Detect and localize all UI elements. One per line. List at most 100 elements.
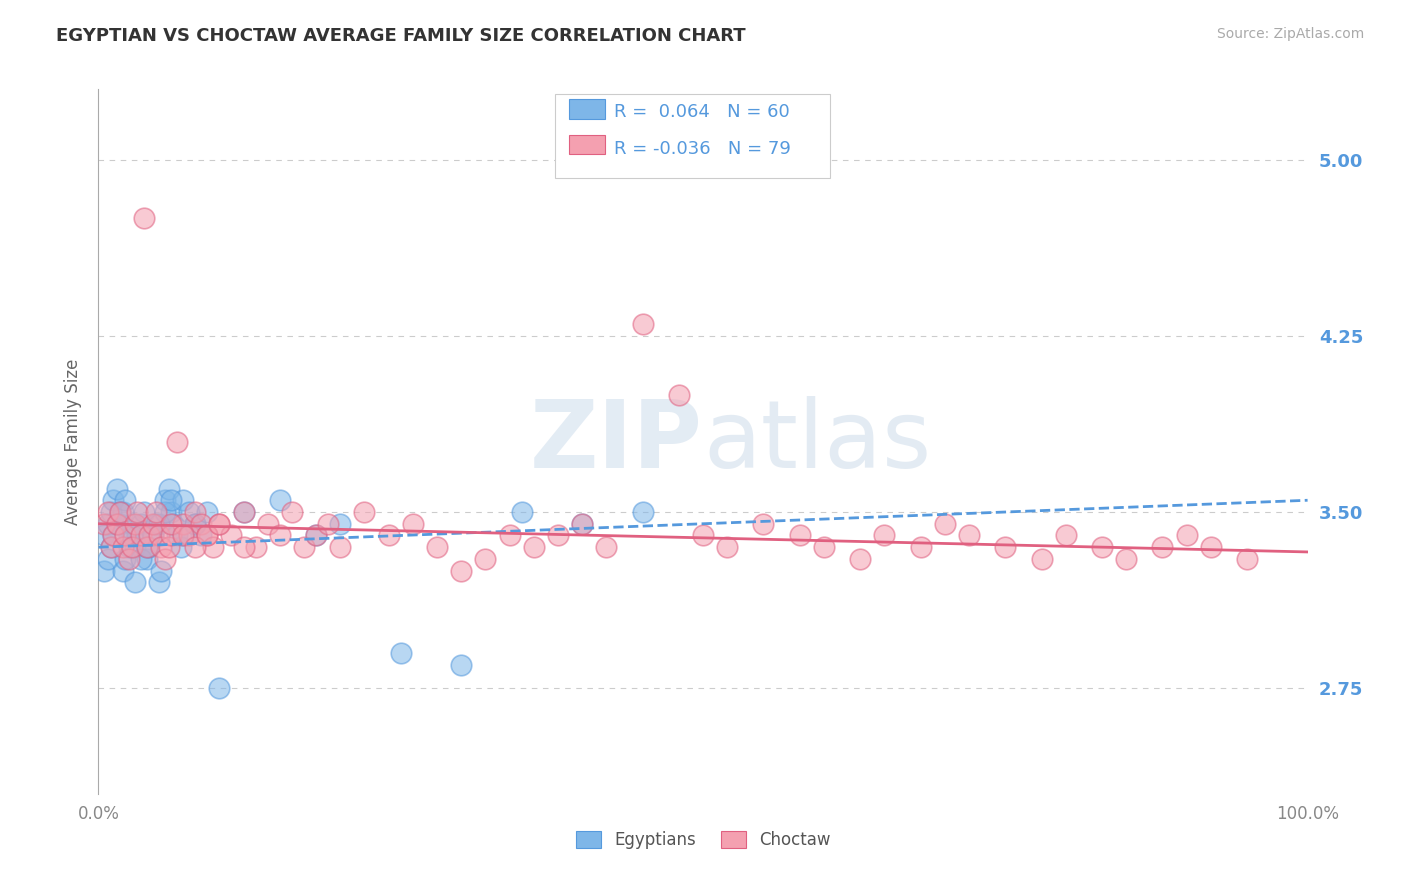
Point <box>157 482 180 496</box>
Point <box>135 540 157 554</box>
Point <box>153 505 176 519</box>
Point <box>571 516 593 531</box>
Point <box>142 528 165 542</box>
Point <box>402 516 425 531</box>
Point <box>150 564 173 578</box>
Point <box>148 575 170 590</box>
Point <box>129 516 152 531</box>
Point <box>269 493 291 508</box>
Point <box>121 540 143 554</box>
Point <box>232 505 254 519</box>
Point <box>934 516 956 531</box>
Point <box>245 540 267 554</box>
Point <box>571 516 593 531</box>
Point <box>184 505 207 519</box>
Point <box>142 516 165 531</box>
Point <box>329 516 352 531</box>
Point <box>873 528 896 542</box>
Point <box>389 646 412 660</box>
Point <box>93 528 115 542</box>
Point <box>97 505 120 519</box>
Point <box>100 540 122 554</box>
Point <box>184 540 207 554</box>
Point <box>172 516 194 531</box>
Point <box>114 493 136 508</box>
Point <box>160 493 183 508</box>
Point <box>849 552 872 566</box>
Point <box>184 516 207 531</box>
Point <box>127 528 149 542</box>
Point <box>153 493 176 508</box>
Point <box>305 528 328 542</box>
Point <box>127 505 149 519</box>
Point <box>100 540 122 554</box>
Point <box>208 516 231 531</box>
Text: R =  0.064   N = 60: R = 0.064 N = 60 <box>614 103 790 120</box>
Point <box>160 505 183 519</box>
Point <box>157 540 180 554</box>
Point <box>377 528 399 542</box>
Point <box>111 564 134 578</box>
Point <box>148 528 170 542</box>
Point <box>108 516 131 531</box>
Point <box>118 552 141 566</box>
Point <box>101 528 124 542</box>
Point <box>162 516 184 531</box>
Point <box>256 516 278 531</box>
Point <box>1091 540 1114 554</box>
Point <box>134 211 156 226</box>
Point <box>232 505 254 519</box>
Y-axis label: Average Family Size: Average Family Size <box>63 359 82 524</box>
Text: ZIP: ZIP <box>530 395 703 488</box>
Point <box>498 528 520 542</box>
Point <box>1175 528 1198 542</box>
Point <box>111 540 134 554</box>
Point <box>108 505 131 519</box>
Point <box>208 681 231 696</box>
Point <box>124 540 146 554</box>
Point <box>172 528 194 542</box>
Text: atlas: atlas <box>703 395 931 488</box>
Point <box>195 528 218 542</box>
Point <box>93 564 115 578</box>
Point <box>1031 552 1053 566</box>
Point <box>1236 552 1258 566</box>
Point <box>1199 540 1222 554</box>
Point <box>101 493 124 508</box>
Point <box>124 575 146 590</box>
Point <box>1115 552 1137 566</box>
Point <box>692 528 714 542</box>
Point <box>450 564 472 578</box>
Point <box>752 516 775 531</box>
Text: R = -0.036   N = 79: R = -0.036 N = 79 <box>614 140 792 158</box>
Point <box>668 387 690 401</box>
Point <box>957 528 980 542</box>
Point <box>190 516 212 531</box>
Point <box>97 552 120 566</box>
Point <box>195 528 218 542</box>
Point <box>202 540 225 554</box>
Text: Source: ZipAtlas.com: Source: ZipAtlas.com <box>1216 27 1364 41</box>
Point <box>910 540 932 554</box>
Point <box>105 516 128 531</box>
Point <box>813 540 835 554</box>
Point <box>716 540 738 554</box>
Point <box>172 528 194 542</box>
Point <box>547 528 569 542</box>
Point <box>100 505 122 519</box>
Legend: Egyptians, Choctaw: Egyptians, Choctaw <box>569 824 837 856</box>
Point <box>184 516 207 531</box>
Point <box>101 528 124 542</box>
Point <box>450 657 472 672</box>
Point <box>789 528 811 542</box>
Point <box>329 540 352 554</box>
Point <box>631 317 654 331</box>
Point <box>138 540 160 554</box>
Point <box>1152 540 1174 554</box>
Point <box>169 540 191 554</box>
Point <box>129 528 152 542</box>
Point <box>281 505 304 519</box>
Point <box>179 528 201 542</box>
Point <box>510 505 533 519</box>
Point <box>118 528 141 542</box>
